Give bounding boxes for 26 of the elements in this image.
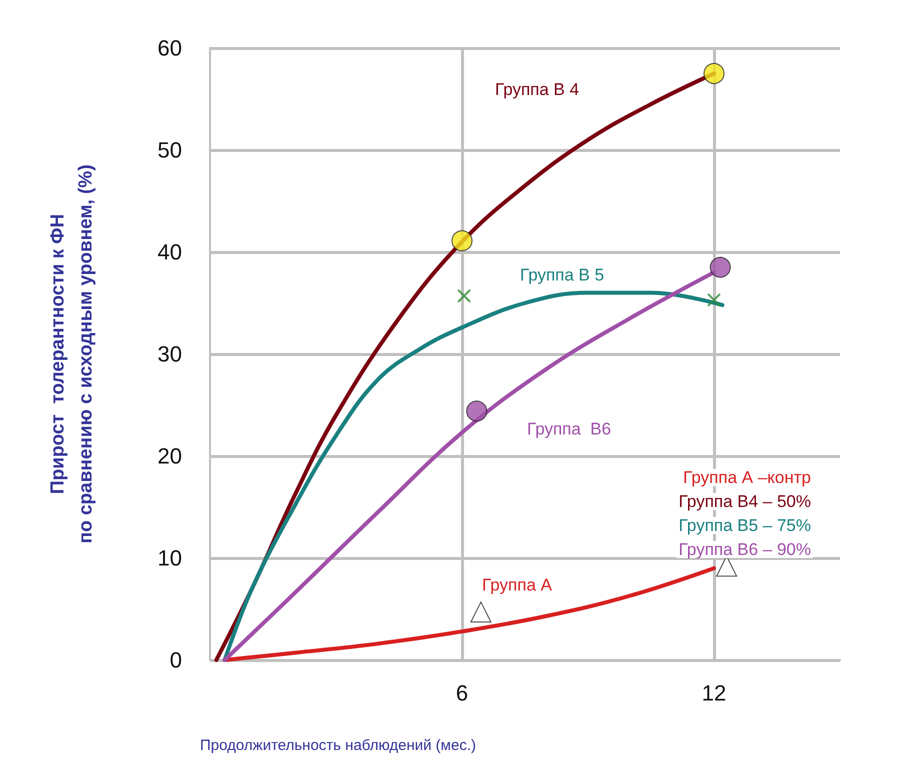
x-tick-label: 12 [702,680,726,706]
y-tick-label: 40 [158,240,182,264]
point [470,602,492,623]
x-tick-label: 6 [456,680,468,706]
text: Группа В 4 [494,80,580,99]
y-tick-label: 20 [158,444,182,468]
y-tick-label: 10 [158,546,182,570]
series-label: Группа В 5 [520,265,604,284]
annotation: Группа В6 – 90% [678,540,812,559]
series-label: Группа А [482,575,553,594]
y-tick-label: 0 [170,648,182,672]
y-tick-label: 30 [158,342,182,366]
point [707,292,721,307]
point [457,288,472,303]
x-axis-title: Продолжительность наблюдений (мес.) [200,737,476,754]
series-label: Группа В6 [526,420,612,439]
annotation: Группа В4 – 50% [678,492,812,511]
point [704,63,724,84]
annotation: Группа В5 – 75% [678,516,812,535]
point [466,400,488,422]
annotation: Группа А –контр [683,468,812,487]
y-tick-label: 60 [158,36,182,60]
y-tick-label: 50 [158,138,182,162]
y-axis-title: Прирост толерантности к ФН по сравнению с исходным уровнем, (%) [48,164,96,544]
point [452,230,472,252]
point [710,256,731,278]
